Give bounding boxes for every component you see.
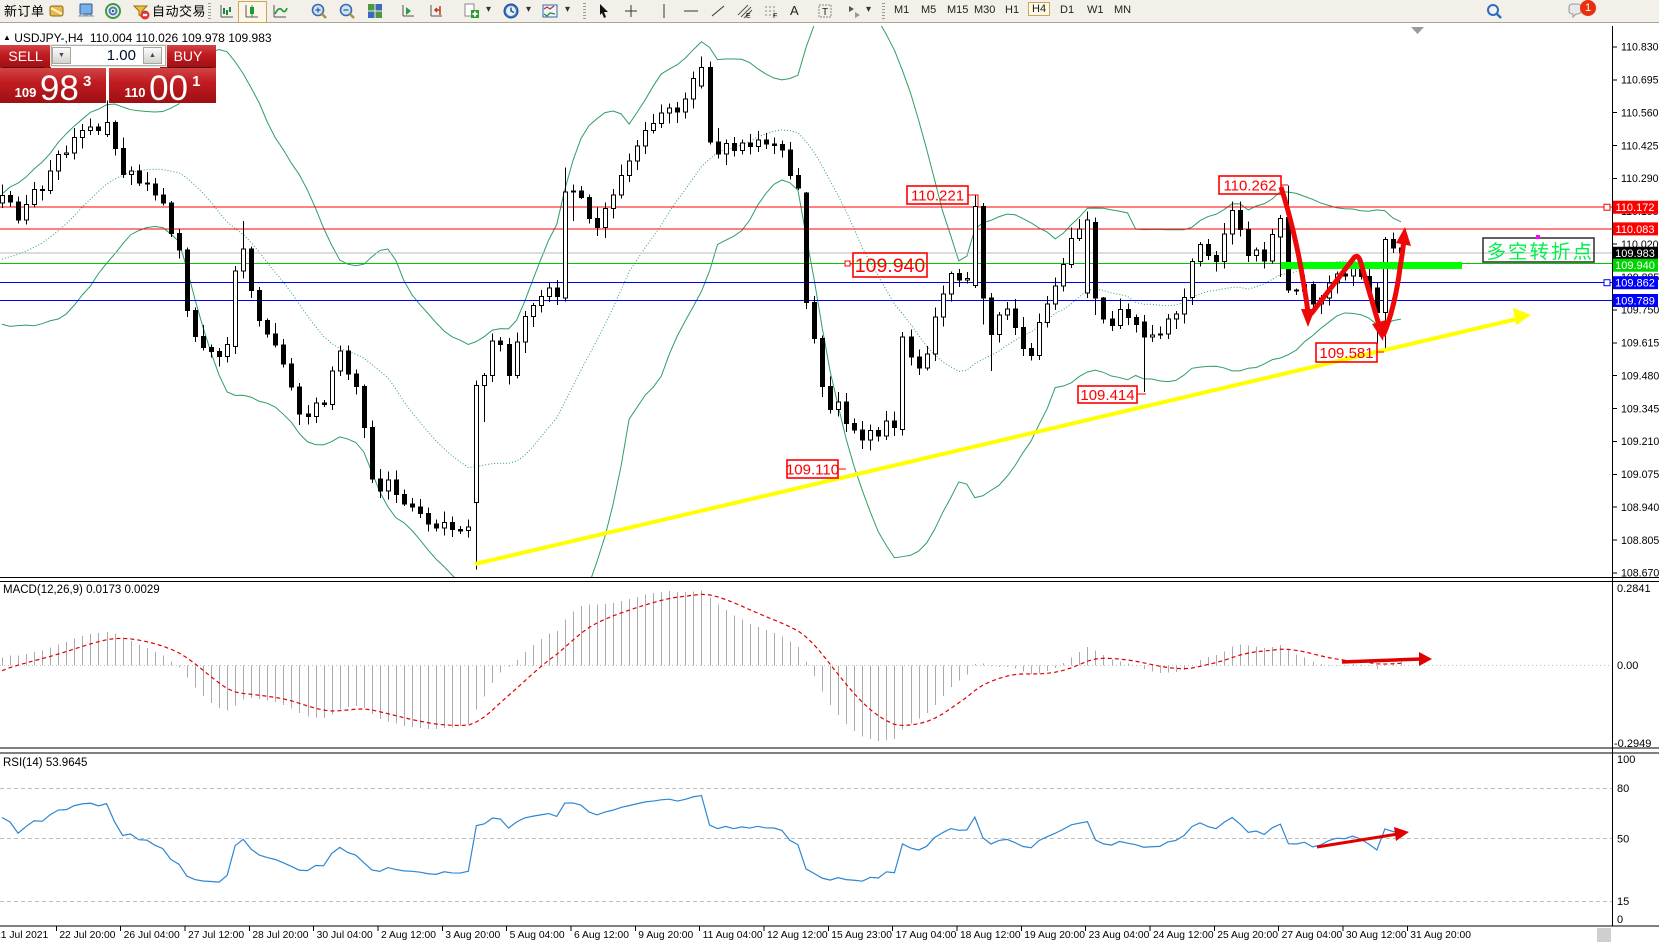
- svg-text:30 Aug 12:00: 30 Aug 12:00: [1346, 930, 1407, 941]
- svg-text:109.480: 109.480: [1621, 370, 1659, 382]
- svg-text:108.940: 108.940: [1621, 502, 1659, 514]
- svg-text:110.083: 110.083: [1616, 224, 1655, 236]
- svg-text:109.414: 109.414: [1080, 387, 1134, 404]
- svg-text:RSI(14) 53.9645: RSI(14) 53.9645: [3, 757, 87, 769]
- svg-text:109.789: 109.789: [1615, 295, 1655, 307]
- svg-text:109.862: 109.862: [1615, 278, 1655, 290]
- svg-text:9 Aug 20:00: 9 Aug 20:00: [638, 930, 693, 941]
- svg-text:0: 0: [1617, 914, 1623, 926]
- svg-text:5 Aug 04:00: 5 Aug 04:00: [510, 930, 565, 941]
- svg-text:30 Jul 04:00: 30 Jul 04:00: [317, 930, 373, 941]
- svg-text:110.262: 110.262: [1223, 177, 1276, 194]
- svg-text:24 Aug 12:00: 24 Aug 12:00: [1153, 930, 1214, 941]
- svg-text:18 Aug 12:00: 18 Aug 12:00: [960, 930, 1021, 941]
- svg-text:3 Aug 20:00: 3 Aug 20:00: [445, 930, 500, 941]
- svg-text:6 Aug 12:00: 6 Aug 12:00: [574, 930, 629, 941]
- svg-text:110.221: 110.221: [911, 187, 964, 204]
- svg-text:26 Jul 04:00: 26 Jul 04:00: [124, 930, 180, 941]
- svg-text:110.425: 110.425: [1621, 140, 1659, 152]
- svg-text:27 Aug 04:00: 27 Aug 04:00: [1282, 930, 1343, 941]
- svg-text:110.560: 110.560: [1621, 107, 1659, 119]
- svg-text:109.210: 109.210: [1621, 436, 1659, 448]
- svg-text:31 Aug 20:00: 31 Aug 20:00: [1410, 930, 1471, 941]
- svg-text:50: 50: [1617, 834, 1629, 846]
- svg-text:109.940: 109.940: [855, 255, 926, 277]
- svg-text:12 Aug 12:00: 12 Aug 12:00: [767, 930, 828, 941]
- svg-text:15: 15: [1617, 896, 1629, 908]
- svg-text:109.983: 109.983: [1615, 248, 1655, 260]
- svg-text:22 Jul 20:00: 22 Jul 20:00: [59, 930, 115, 941]
- svg-text:80: 80: [1617, 783, 1629, 795]
- svg-text:-0.2949: -0.2949: [1614, 738, 1651, 750]
- svg-text:2 Aug 12:00: 2 Aug 12:00: [381, 930, 436, 941]
- svg-text:109.075: 109.075: [1621, 469, 1659, 481]
- svg-text:109.345: 109.345: [1621, 403, 1659, 415]
- svg-text:108.805: 108.805: [1621, 535, 1659, 547]
- svg-text:19 Aug 20:00: 19 Aug 20:00: [1024, 930, 1085, 941]
- svg-text:MACD(12,26,9) 0.0173 0.0029: MACD(12,26,9) 0.0173 0.0029: [3, 584, 160, 596]
- svg-text:109.940: 109.940: [1615, 260, 1655, 272]
- svg-text:109.581: 109.581: [1319, 345, 1373, 362]
- svg-text:27 Jul 12:00: 27 Jul 12:00: [188, 930, 244, 941]
- svg-text:23 Aug 04:00: 23 Aug 04:00: [1089, 930, 1150, 941]
- svg-text:T: T: [822, 7, 828, 18]
- svg-text:110.172: 110.172: [1616, 202, 1655, 214]
- svg-text:25 Aug 20:00: 25 Aug 20:00: [1217, 930, 1278, 941]
- svg-text:E: E: [746, 13, 751, 20]
- svg-text:28 Jul 20:00: 28 Jul 20:00: [252, 930, 308, 941]
- svg-text:109.110: 109.110: [786, 461, 839, 478]
- svg-text:110.290: 110.290: [1621, 173, 1659, 185]
- svg-text:110.830: 110.830: [1621, 42, 1659, 54]
- svg-text:F: F: [773, 13, 777, 20]
- svg-text:11 Aug 04:00: 11 Aug 04:00: [703, 930, 763, 941]
- svg-text:0.2841: 0.2841: [1617, 583, 1651, 595]
- svg-text:15 Aug 23:00: 15 Aug 23:00: [831, 930, 892, 941]
- svg-text:110.695: 110.695: [1621, 75, 1659, 87]
- svg-text:17 Aug 04:00: 17 Aug 04:00: [896, 930, 957, 941]
- svg-text:108.670: 108.670: [1621, 568, 1659, 580]
- svg-text:109.750: 109.750: [1621, 305, 1659, 317]
- svg-text:109.615: 109.615: [1621, 338, 1659, 350]
- svg-text:21 Jul 2021: 21 Jul 2021: [0, 930, 49, 941]
- svg-text:100: 100: [1617, 754, 1635, 766]
- svg-text:0.00: 0.00: [1617, 660, 1638, 672]
